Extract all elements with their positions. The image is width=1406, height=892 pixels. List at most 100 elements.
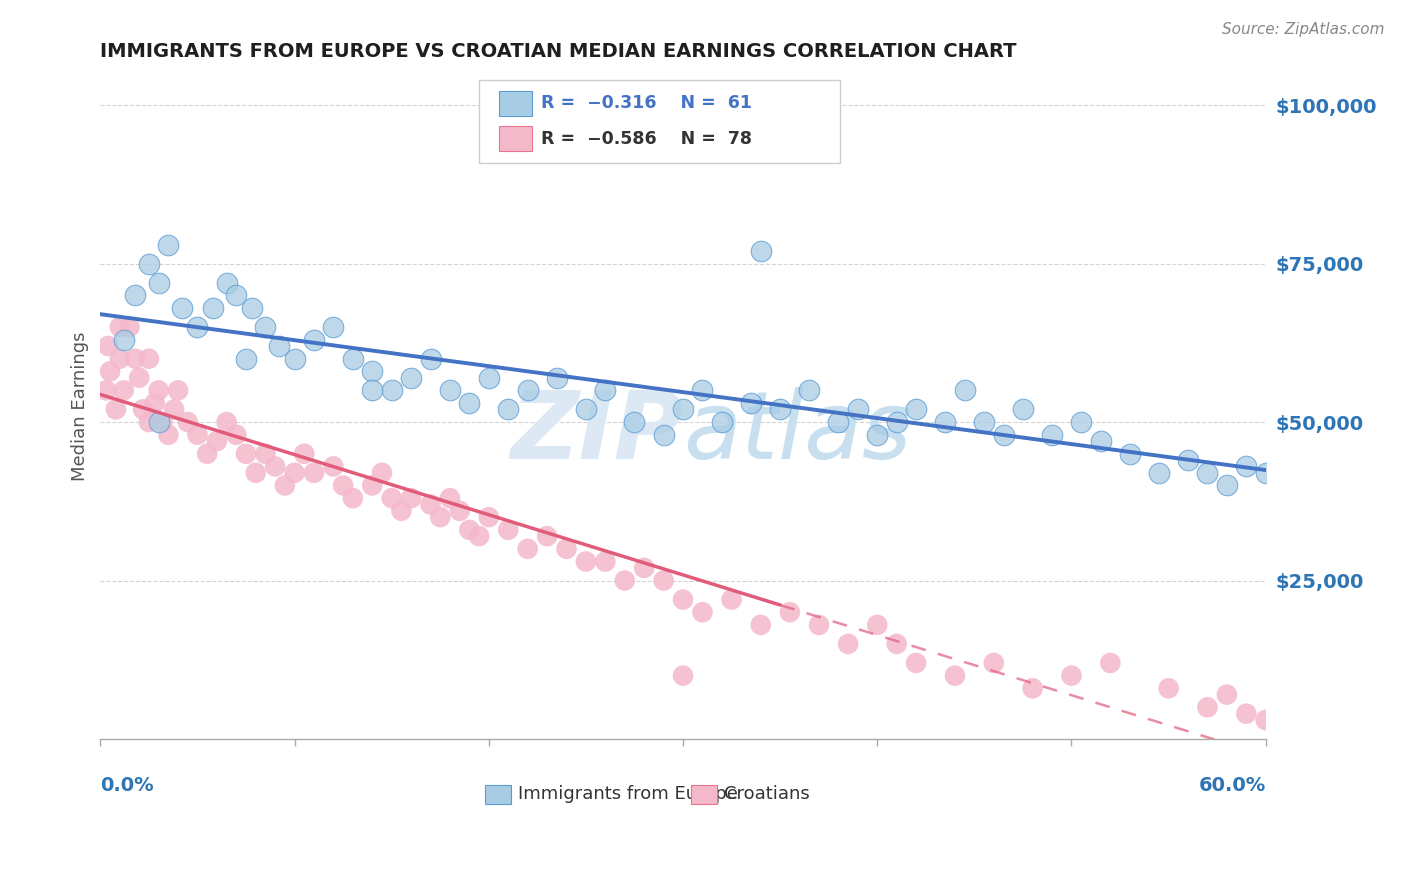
Point [201, 301, 224, 315]
Point [692, 384, 714, 398]
Point [267, 339, 290, 353]
Point [1060, 668, 1083, 682]
Point [613, 574, 636, 588]
Point [827, 415, 849, 429]
Point [118, 320, 141, 334]
Point [332, 478, 354, 492]
Point [399, 491, 422, 505]
Point [886, 415, 908, 429]
Point [575, 402, 598, 417]
Point [536, 529, 558, 543]
Point [163, 402, 186, 417]
Point [1147, 466, 1170, 480]
Text: atlas: atlas [683, 387, 911, 478]
Point [439, 491, 461, 505]
Point [692, 605, 714, 619]
Y-axis label: Median Earnings: Median Earnings [72, 332, 89, 481]
Point [264, 459, 287, 474]
Point [292, 447, 315, 461]
Point [274, 478, 297, 492]
Point [284, 351, 307, 366]
Point [866, 427, 889, 442]
Point [148, 384, 170, 398]
Point [186, 320, 208, 334]
Point [112, 333, 135, 347]
Point [361, 364, 384, 378]
Point [96, 384, 118, 398]
Point [322, 320, 344, 334]
Point [235, 351, 257, 366]
Point [458, 396, 481, 410]
Point [138, 257, 160, 271]
Point [468, 529, 491, 543]
Point [138, 351, 160, 366]
Point [371, 466, 394, 480]
Point [128, 370, 150, 384]
Point [167, 384, 190, 398]
Point [361, 384, 384, 398]
Point [235, 447, 257, 461]
FancyBboxPatch shape [479, 80, 841, 163]
Point [381, 491, 404, 505]
Point [1234, 706, 1257, 721]
Point [389, 504, 412, 518]
Point [157, 237, 180, 252]
Point [575, 555, 598, 569]
Point [672, 402, 695, 417]
Point [1254, 713, 1277, 727]
Point [245, 466, 267, 480]
Point [769, 402, 792, 417]
Point [1216, 478, 1239, 492]
Point [186, 427, 208, 442]
Point [342, 491, 364, 505]
Point [595, 384, 617, 398]
Point [973, 415, 995, 429]
Point [496, 402, 519, 417]
Point [546, 370, 568, 384]
Text: R =  −0.586    N =  78: R = −0.586 N = 78 [541, 129, 752, 147]
Point [1197, 466, 1219, 480]
Point [284, 466, 307, 480]
Point [983, 656, 1005, 670]
Point [749, 618, 772, 632]
Point [148, 415, 170, 429]
Point [496, 523, 519, 537]
Point [138, 415, 160, 429]
Point [342, 351, 364, 366]
Point [254, 447, 277, 461]
Point [399, 370, 422, 384]
Text: ZIP: ZIP [510, 387, 683, 479]
Point [1070, 415, 1092, 429]
Point [652, 574, 675, 588]
Point [419, 351, 441, 366]
Text: Source: ZipAtlas.com: Source: ZipAtlas.com [1222, 22, 1385, 37]
Point [157, 427, 180, 442]
Point [1254, 466, 1277, 480]
Point [254, 320, 277, 334]
Point [104, 402, 127, 417]
Point [633, 561, 655, 575]
Point [225, 427, 247, 442]
Point [807, 618, 830, 632]
Bar [485, 785, 510, 804]
Point [478, 510, 501, 524]
Point [419, 498, 441, 512]
Point [652, 427, 675, 442]
Text: 60.0%: 60.0% [1198, 776, 1265, 795]
Point [943, 668, 966, 682]
Point [124, 288, 146, 302]
Point [215, 415, 238, 429]
Point [516, 541, 538, 556]
Bar [499, 127, 531, 151]
Point [205, 434, 228, 448]
Point [1099, 656, 1122, 670]
Point [555, 541, 578, 556]
Point [429, 510, 451, 524]
Point [1177, 453, 1199, 467]
Point [478, 370, 501, 384]
Point [1040, 427, 1063, 442]
Point [439, 384, 461, 398]
Point [779, 605, 801, 619]
Point [240, 301, 263, 315]
Point [740, 396, 762, 410]
